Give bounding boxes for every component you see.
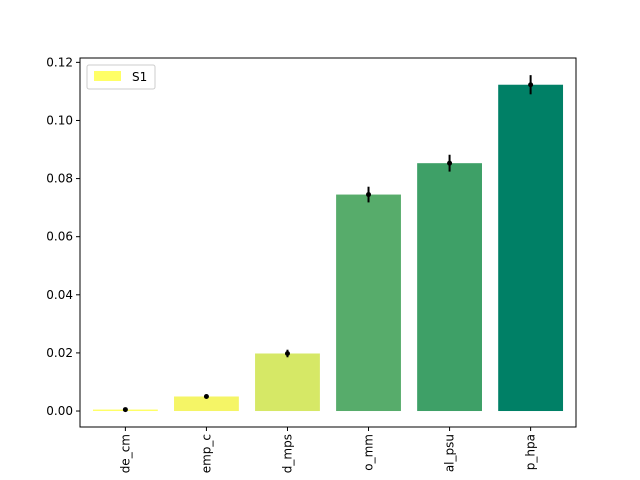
x-tick-label-al_psu: al_psu <box>443 434 457 472</box>
data-point-p_hpa <box>528 82 534 88</box>
data-point-emp_c <box>203 393 209 399</box>
bar-d_mps <box>255 353 320 412</box>
y-tick-label-0.02: 0.02 <box>46 346 73 360</box>
y-tick-label-0.10: 0.10 <box>46 113 73 127</box>
y-tick-label-0.12: 0.12 <box>46 55 73 69</box>
x-axis: de_cm emp_c d_mps o_mm al_psu p_hpa <box>118 427 538 473</box>
error-bars-layer <box>122 75 534 413</box>
x-tick-label-o_mm: o_mm <box>362 434 376 471</box>
data-point-al_psu <box>447 160 453 166</box>
legend-label: S1 <box>132 70 147 84</box>
y-axis: 0.00 0.02 0.04 0.06 0.08 0.10 0.12 <box>46 55 80 418</box>
y-tick-label-0.00: 0.00 <box>46 404 73 418</box>
data-point-d_mps <box>284 350 290 356</box>
data-point-o_mm <box>366 192 372 198</box>
legend: S1 <box>86 64 156 90</box>
x-tick-label-de_cm: de_cm <box>118 434 132 473</box>
bar-emp_c <box>174 396 239 412</box>
plot-frame <box>79 57 577 428</box>
x-tick-label-emp_c: emp_c <box>199 434 213 473</box>
x-tick-label-d_mps: d_mps <box>280 434 294 473</box>
legend-swatch <box>94 71 121 81</box>
y-tick-label-0.08: 0.08 <box>46 172 73 186</box>
data-point-de_cm <box>122 407 128 413</box>
bars-layer <box>92 84 564 412</box>
x-tick-label-p_hpa: p_hpa <box>524 434 538 470</box>
bar-o_mm <box>336 194 401 412</box>
y-tick-label-0.04: 0.04 <box>46 288 73 302</box>
plot-area <box>80 58 576 427</box>
bar-al_psu <box>417 163 482 412</box>
y-tick-label-0.06: 0.06 <box>46 230 73 244</box>
bar-p_hpa <box>498 84 564 412</box>
